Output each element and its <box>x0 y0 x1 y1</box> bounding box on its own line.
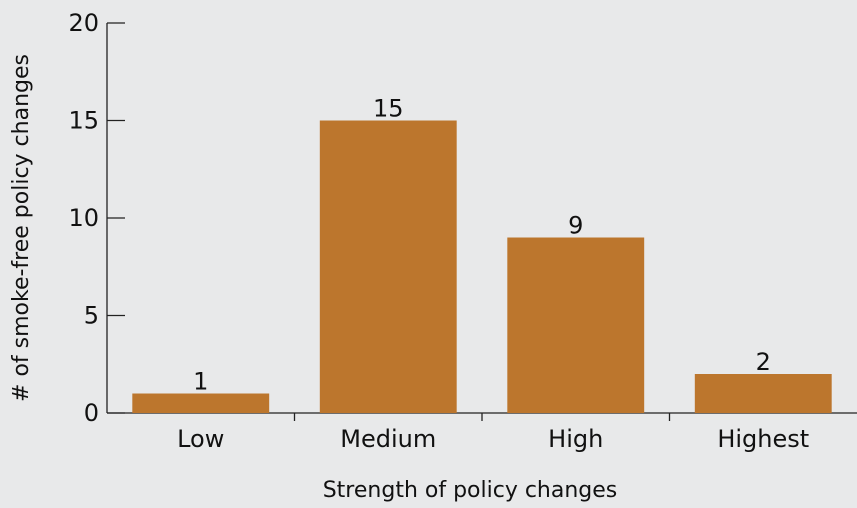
y-tick-label: 5 <box>84 302 99 330</box>
x-tick-label-highest: Highest <box>717 425 809 453</box>
bar-highest <box>694 374 832 413</box>
y-tick-label: 10 <box>68 204 99 232</box>
bar-high <box>507 237 645 413</box>
y-axis-title: # of smoke-free policy changes <box>9 54 34 402</box>
data-label-high: 9 <box>568 212 583 240</box>
x-axis-title: Strength of policy changes <box>323 478 618 503</box>
y-tick-label: 20 <box>68 9 99 37</box>
bar-low <box>132 393 270 413</box>
x-tick-label-low: Low <box>177 425 224 453</box>
data-labels: 1 15 9 2 <box>193 95 771 396</box>
data-label-low: 1 <box>193 368 208 396</box>
bars <box>132 120 832 413</box>
data-label-medium: 15 <box>373 95 404 123</box>
x-tick-label-high: High <box>548 425 603 453</box>
data-label-highest: 2 <box>756 348 771 376</box>
x-tick-label-medium: Medium <box>340 425 436 453</box>
bar-medium <box>319 120 457 413</box>
x-axis: Low Medium High Highest <box>107 412 857 453</box>
y-axis: 0 5 10 15 20 <box>68 9 125 427</box>
y-tick-label: 15 <box>68 107 99 135</box>
y-tick-label: 0 <box>84 399 99 427</box>
